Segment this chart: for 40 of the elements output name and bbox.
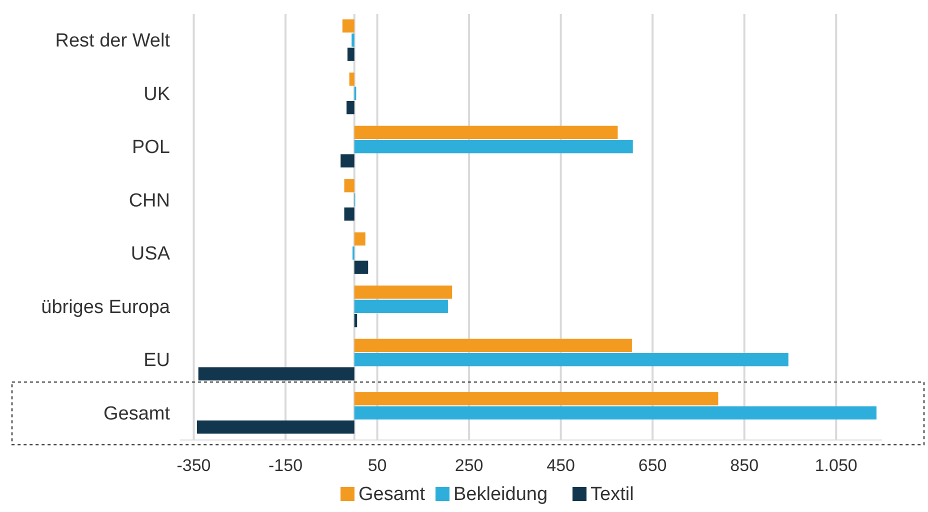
bar (354, 260, 368, 274)
bar (342, 19, 354, 33)
bar (344, 207, 354, 221)
bar (354, 286, 452, 299)
y-tick-label: Rest der Welt (55, 30, 171, 52)
bar (354, 406, 876, 420)
y-tick-label: Gesamt (103, 403, 171, 424)
legend-label: Textil (590, 484, 634, 505)
y-tick-label: CHN (128, 190, 170, 212)
bar (354, 126, 618, 140)
x-tick-label: -150 (268, 456, 303, 475)
bar (354, 314, 358, 328)
bar (354, 338, 632, 352)
legend-label: Bekleidung (454, 484, 548, 505)
y-tick-label: POL (132, 137, 170, 158)
y-tick-label: übriges Europa (41, 296, 170, 318)
x-tick-label: -350 (176, 456, 211, 475)
bar (354, 300, 448, 313)
bar (344, 179, 354, 192)
bar (346, 100, 354, 114)
bar (354, 140, 633, 154)
x-tick-label: 250 (454, 456, 484, 475)
bar (352, 34, 354, 47)
x-tick-label: 450 (546, 456, 576, 475)
y-tick-label: USA (130, 244, 170, 265)
bar (354, 353, 788, 366)
x-tick-label: 650 (638, 456, 667, 475)
bar (354, 392, 718, 406)
y-tick-label: EU (144, 350, 170, 372)
legend-label: Gesamt (358, 484, 426, 505)
x-tick-label: 850 (730, 456, 759, 475)
bar (198, 367, 354, 380)
bar (354, 232, 366, 246)
bar (347, 48, 354, 61)
bar (340, 154, 354, 168)
bar (349, 72, 354, 86)
x-tick-label: 1.050 (814, 456, 858, 475)
y-tick-label: UK (144, 84, 170, 105)
bar (196, 420, 354, 434)
x-tick-label: 50 (368, 456, 387, 475)
